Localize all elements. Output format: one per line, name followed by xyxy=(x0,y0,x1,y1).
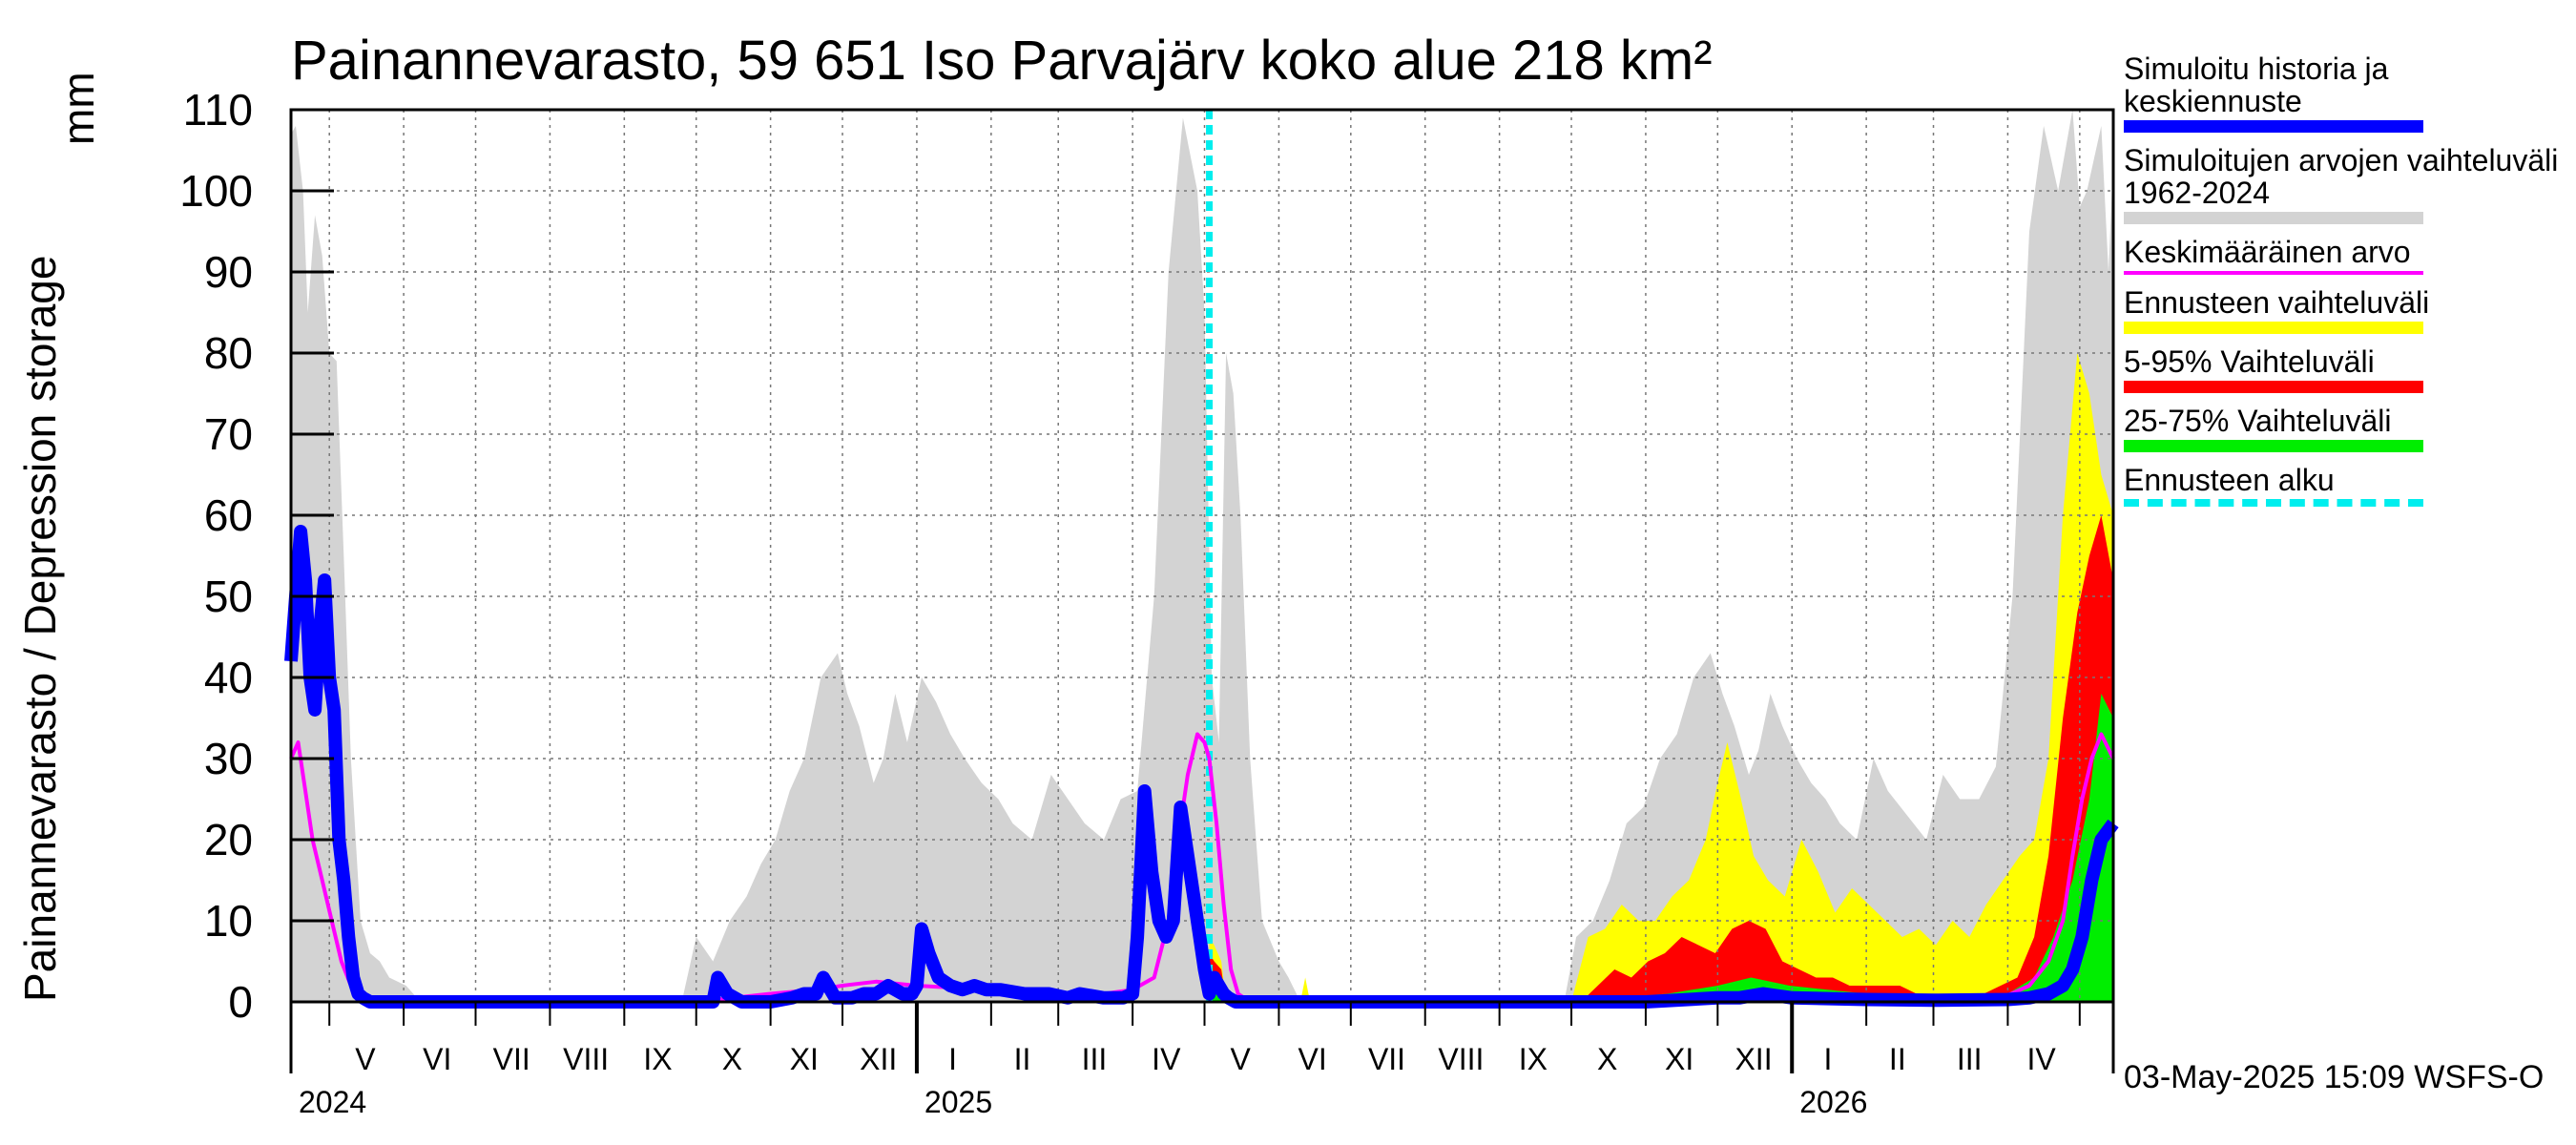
legend-swatch xyxy=(2124,322,2423,334)
x-month-label: I xyxy=(948,1042,958,1076)
x-year-label: 2024 xyxy=(299,1085,367,1119)
x-month-label: XII xyxy=(1735,1042,1773,1076)
legend-swatch xyxy=(2124,120,2423,133)
x-month-label: VI xyxy=(423,1042,452,1076)
x-month-label: XI xyxy=(789,1042,819,1076)
legend-swatch xyxy=(2124,271,2423,275)
legend-item: Simuloitujen arvojen vaihteluväli 1962-2… xyxy=(2124,144,2572,224)
legend-item: Keskimääräinen arvo xyxy=(2124,236,2572,275)
x-month-label: V xyxy=(1230,1042,1251,1076)
legend-item: Ennusteen alku xyxy=(2124,464,2572,507)
band-simuloitujen-arvojen-vaihteluv-li-1962-2024 xyxy=(291,110,2113,1002)
legend-label: Ennusteen vaihteluväli xyxy=(2124,285,2430,320)
legend-item: Ennusteen vaihteluväli xyxy=(2124,286,2572,334)
x-month-label: III xyxy=(1956,1042,1983,1076)
footer-timestamp: 03-May-2025 15:09 WSFS-O xyxy=(2124,1059,2545,1095)
x-month-label: IX xyxy=(643,1042,673,1076)
legend-label: 25-75% Vaihteluväli xyxy=(2124,404,2392,438)
y-tick-label: 0 xyxy=(228,977,253,1027)
x-month-label: IV xyxy=(1152,1042,1181,1076)
line-layer xyxy=(284,110,2119,1009)
legend-item: 25-75% Vaihteluväli xyxy=(2124,405,2572,452)
legend-label: 5-95% Vaihteluväli xyxy=(2124,344,2375,379)
x-month-label: II xyxy=(1888,1042,1906,1076)
x-month-label: IX xyxy=(1518,1042,1548,1076)
legend-swatch xyxy=(2124,212,2423,224)
band-ennusteen-vaihteluv-li xyxy=(1209,353,2113,1002)
band-layer xyxy=(291,110,2113,1002)
x-year-label: 2026 xyxy=(1799,1085,1868,1119)
legend-label: Keskimääräinen arvo xyxy=(2124,235,2411,269)
legend-label: Simuloitujen arvojen vaihteluväli 1962-2… xyxy=(2124,143,2559,210)
y-tick-label: 80 xyxy=(203,328,253,378)
legend-label: Simuloitu historia ja keskiennuste xyxy=(2124,52,2389,118)
x-month-label: II xyxy=(1013,1042,1031,1076)
x-month-label: XI xyxy=(1664,1042,1694,1076)
y-tick-label: 100 xyxy=(179,166,253,216)
line-simuloitu-historia-ja-keskiennuste xyxy=(284,525,2119,1009)
x-month-label: VI xyxy=(1298,1042,1327,1076)
axes-layer xyxy=(289,108,2115,1073)
x-month-label: X xyxy=(721,1042,743,1076)
y-tick-label: 60 xyxy=(203,490,253,540)
y-tick-label: 50 xyxy=(203,572,253,621)
x-month-label: X xyxy=(1597,1042,1618,1076)
x-month-label: VII xyxy=(492,1042,530,1076)
x-month-label: XII xyxy=(860,1042,898,1076)
x-month-label: V xyxy=(355,1042,376,1076)
legend-swatch xyxy=(2124,499,2423,507)
y-tick-label: 30 xyxy=(203,734,253,783)
x-year-label: 2025 xyxy=(924,1085,993,1119)
chart-title: Painannevarasto, 59 651 Iso Parvajärv ko… xyxy=(291,30,1713,92)
y-tick-label: 110 xyxy=(182,85,253,135)
legend-label: Ennusteen alku xyxy=(2124,463,2335,497)
plot-frame xyxy=(289,108,2115,1004)
y-tick-label: 20 xyxy=(203,815,253,864)
x-month-label: VII xyxy=(1367,1042,1406,1076)
x-month-label: VIII xyxy=(563,1042,610,1076)
legend-swatch xyxy=(2124,440,2423,452)
x-month-label: IV xyxy=(2026,1042,2056,1076)
y-tick-label: 40 xyxy=(203,653,253,702)
x-month-label: VIII xyxy=(1438,1042,1485,1076)
y-tick-label: 70 xyxy=(203,409,253,459)
legend-item: 5-95% Vaihteluväli xyxy=(2124,345,2572,393)
y-axis-label: Painannevarasto / Depression storage xyxy=(15,255,65,1002)
legend: Simuloitu historia ja keskiennuste Simulo… xyxy=(2124,52,2572,518)
x-month-label: I xyxy=(1823,1042,1833,1076)
legend-swatch xyxy=(2124,381,2423,393)
y-tick-label: 90 xyxy=(203,247,253,297)
legend-item: Simuloitu historia ja keskiennuste xyxy=(2124,52,2572,133)
x-month-label: III xyxy=(1081,1042,1108,1076)
y-tick-label: 10 xyxy=(203,896,253,946)
